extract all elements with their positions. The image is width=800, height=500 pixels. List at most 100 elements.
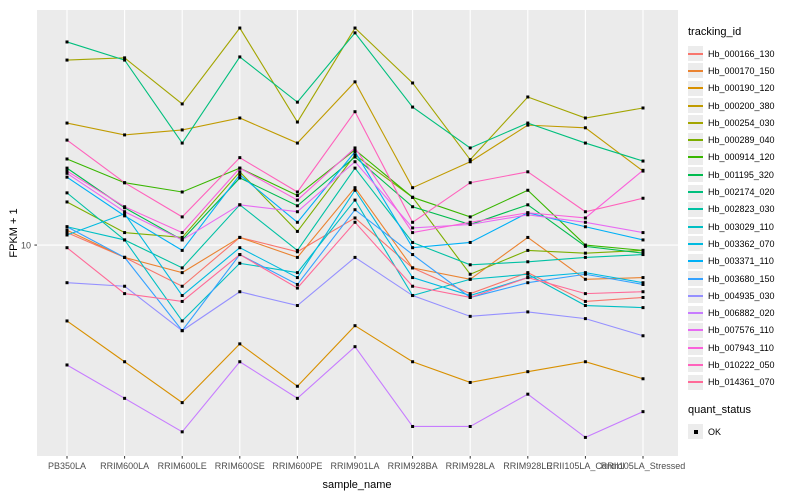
legend-item-label: Hb_003680_150 [708, 273, 775, 284]
legend-item-Hb_002174_020: Hb_002174_020 [688, 183, 798, 200]
data-point [353, 146, 357, 150]
data-point [641, 159, 645, 163]
data-point [180, 284, 184, 288]
legend-title-quant-status: quant_status [688, 403, 751, 416]
data-point [583, 277, 587, 281]
data-point [180, 329, 184, 333]
legend-key-swatch [688, 80, 703, 96]
legend-item-Hb_004935_030: Hb_004935_030 [688, 287, 798, 304]
data-point [238, 26, 242, 30]
data-point [468, 292, 472, 296]
data-point [180, 128, 184, 132]
data-point [353, 255, 357, 259]
legend-item-Hb_007943_110: Hb_007943_110 [688, 339, 798, 356]
data-point [295, 210, 299, 214]
legend-item-Hb_000289_040: Hb_000289_040 [688, 131, 798, 148]
legend-key-swatch [688, 374, 703, 390]
data-point [583, 255, 587, 259]
data-point [238, 246, 242, 250]
data-point [526, 276, 530, 280]
data-point [65, 169, 69, 173]
data-point [583, 292, 587, 296]
data-point [641, 106, 645, 110]
legend-item-Hb_014361_070: Hb_014361_070 [688, 374, 798, 391]
x-axis-title: sample_name [322, 479, 392, 491]
data-point [583, 244, 587, 248]
legend-item-Hb_000200_380: Hb_000200_380 [688, 97, 798, 114]
data-point [238, 360, 242, 364]
data-point [295, 276, 299, 280]
legend-item-Hb_002823_030: Hb_002823_030 [688, 201, 798, 218]
data-point [180, 401, 184, 405]
data-point [238, 156, 242, 160]
legend-key-line [688, 346, 703, 349]
data-point [353, 345, 357, 349]
data-point [526, 213, 530, 217]
data-point [583, 272, 587, 276]
panel-background [37, 10, 678, 456]
legend-item-Hb_003680_150: Hb_003680_150 [688, 270, 798, 287]
data-point [65, 233, 69, 237]
data-point [353, 188, 357, 192]
legend-key-line [688, 225, 703, 228]
data-point [123, 58, 127, 62]
data-point [353, 31, 357, 35]
legend-item-label: Hb_007576_110 [708, 325, 774, 336]
data-point [238, 176, 242, 180]
legend-key-line [688, 329, 703, 332]
data-point [65, 281, 69, 285]
data-point [353, 153, 357, 157]
legend-key-line [688, 156, 703, 159]
data-point [65, 246, 69, 250]
x-tick-label: RRIM600PE [272, 461, 322, 471]
legend-key-swatch [688, 253, 703, 269]
data-point [526, 188, 530, 192]
data-point [65, 225, 69, 229]
data-point [123, 214, 127, 218]
data-point [583, 210, 587, 214]
data-point [641, 410, 645, 414]
data-point [238, 290, 242, 294]
data-point [468, 277, 472, 281]
legend-key-line [688, 87, 703, 90]
data-point [468, 146, 472, 150]
data-point [583, 216, 587, 220]
data-point [641, 281, 645, 285]
data-point [468, 158, 472, 162]
data-point [411, 266, 415, 270]
legend-key-swatch [688, 184, 703, 200]
data-point [123, 238, 127, 242]
data-point [526, 370, 530, 374]
data-point [295, 198, 299, 202]
data-point [238, 342, 242, 346]
data-point [295, 220, 299, 224]
data-point [238, 116, 242, 120]
legend-item-Hb_007576_110: Hb_007576_110 [688, 322, 798, 339]
data-point [353, 160, 357, 164]
data-point [123, 255, 127, 259]
data-point [295, 255, 299, 259]
legend-key-swatch [688, 149, 703, 165]
legend-key-line [688, 191, 703, 194]
data-point [468, 314, 472, 318]
legend-key-line [688, 381, 703, 384]
legend-key-swatch [688, 271, 703, 286]
data-point [65, 231, 69, 235]
data-point [641, 231, 645, 235]
x-tick-label: RRIM928LE [503, 461, 552, 471]
data-point [295, 282, 299, 286]
data-point [468, 294, 472, 298]
data-point [238, 170, 242, 174]
data-point [65, 228, 69, 232]
data-point [123, 56, 127, 60]
data-point [353, 324, 357, 328]
data-point [411, 276, 415, 280]
data-point [295, 120, 299, 124]
data-point [526, 281, 530, 285]
legend-key-swatch [688, 63, 703, 79]
data-point [641, 290, 645, 294]
data-point [295, 190, 299, 194]
data-point [526, 235, 530, 239]
legend-item-label: Hb_002174_020 [708, 187, 775, 198]
data-point [353, 148, 357, 152]
